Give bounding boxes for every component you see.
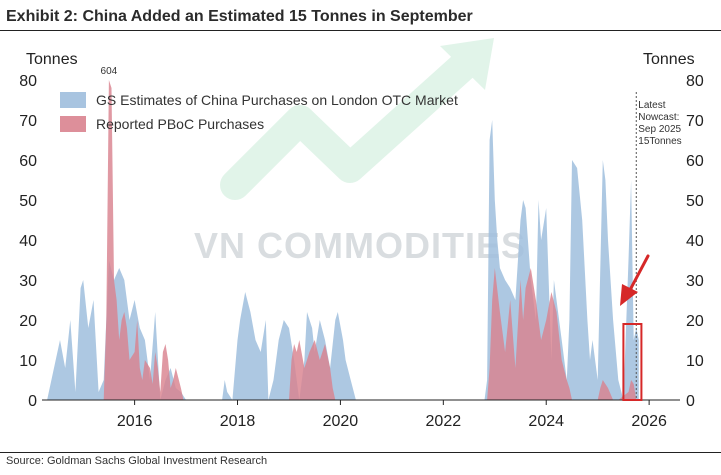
x-axis: 2016 2018 2020 2022 2024 2026 xyxy=(117,400,667,430)
x-tick-label: 2020 xyxy=(323,413,359,430)
nowcast-text-line: Latest xyxy=(638,100,665,111)
nowcast-text-line: Nowcast: xyxy=(638,112,679,123)
page-title: Exhibit 2: China Added an Estimated 15 T… xyxy=(6,8,473,25)
legend-swatch-0 xyxy=(60,92,86,108)
series-area-0 xyxy=(47,120,639,400)
y-tick-label-left: 80 xyxy=(19,73,37,90)
y-tick-label-left: 40 xyxy=(19,233,37,250)
y-tick-label-right: 70 xyxy=(686,113,704,130)
watermark-arrow-icon xyxy=(220,38,494,200)
source-note: Source: Goldman Sachs Global Investment … xyxy=(6,455,268,467)
watermark-text: VN COMMODITIES xyxy=(194,225,526,266)
x-tick-label: 2024 xyxy=(528,413,564,430)
y-tick-label-right: 10 xyxy=(686,353,704,370)
y-tick-label-left: 70 xyxy=(19,113,37,130)
red-arrow-icon xyxy=(620,254,650,306)
y-tick-label-left: 0 xyxy=(28,393,37,410)
y-tick-label-left: 20 xyxy=(19,313,37,330)
x-tick-label: 2026 xyxy=(631,413,667,430)
y-tick-label-right: 30 xyxy=(686,273,704,290)
y-axis-label-right: Tonnes xyxy=(643,51,695,68)
source-divider xyxy=(0,452,721,453)
y-tick-label-right: 50 xyxy=(686,193,704,210)
y-tick-label-right: 80 xyxy=(686,73,704,90)
y-tick-label-right: 0 xyxy=(686,393,695,410)
legend-label-1: Reported PBoC Purchases xyxy=(96,116,264,132)
y-tick-label-right: 60 xyxy=(686,153,704,170)
title-underline xyxy=(0,30,721,31)
y-axis-label-left: Tonnes xyxy=(26,51,78,68)
x-tick-label: 2018 xyxy=(220,413,256,430)
y-tick-label-left: 10 xyxy=(19,353,37,370)
y-tick-label-right: 40 xyxy=(686,233,704,250)
series-area-1 xyxy=(103,80,637,400)
y-tick-label-right: 20 xyxy=(686,313,704,330)
x-tick-label: 2022 xyxy=(426,413,462,430)
x-tick-label: 2016 xyxy=(117,413,153,430)
y-tick-label-left: 50 xyxy=(19,193,37,210)
nowcast-text-line: Sep 2025 xyxy=(638,124,681,135)
legend-swatch-1 xyxy=(60,116,86,132)
nowcast-text-line: 15Tonnes xyxy=(638,136,681,147)
legend-label-0: GS Estimates of China Purchases on Londo… xyxy=(96,92,458,108)
y-axis-left: 0 10 20 30 40 50 60 70 80 xyxy=(19,73,37,410)
peak-label: 604 xyxy=(101,66,118,77)
y-tick-label-left: 30 xyxy=(19,273,37,290)
y-tick-label-left: 60 xyxy=(19,153,37,170)
y-axis-right: 0 10 20 30 40 50 60 70 80 xyxy=(686,73,704,410)
highlight-box xyxy=(622,323,643,401)
legend: GS Estimates of China Purchases on Londo… xyxy=(60,92,458,132)
